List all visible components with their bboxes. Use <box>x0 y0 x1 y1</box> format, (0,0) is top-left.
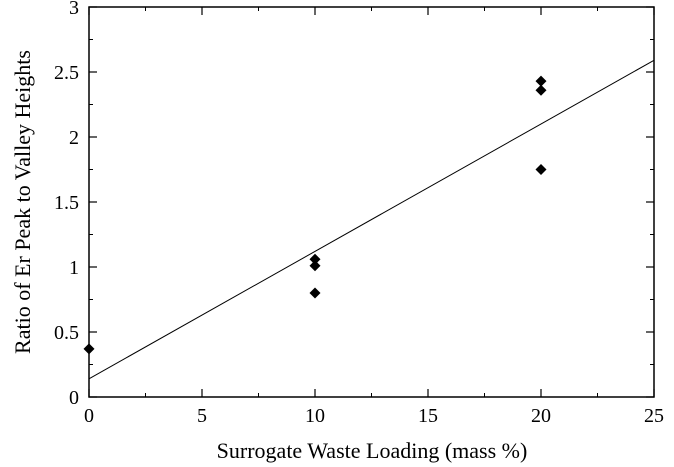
plot-frame <box>88 6 655 398</box>
y-tick-label: 1.5 <box>54 192 79 214</box>
axis-ticks: 0 5 10 15 20 25 0 0.5 1 1.5 2 2.5 3 <box>54 0 664 427</box>
x-axis-label: Surrogate Waste Loading (mass %) <box>217 438 528 463</box>
y-tick-label: 3 <box>69 0 79 19</box>
y-tick-label: 0.5 <box>54 322 79 344</box>
y-axis-label: Ratio of Er Peak to Valley Heights <box>10 50 35 354</box>
data-point <box>83 343 95 355</box>
data-point <box>535 164 547 175</box>
x-tick-label: 20 <box>531 405 551 427</box>
x-tick-label: 10 <box>305 405 325 427</box>
data-point <box>309 253 321 265</box>
data-marks <box>83 59 655 380</box>
data-point <box>309 260 321 272</box>
data-point <box>309 287 321 299</box>
data-point <box>535 84 547 96</box>
trend-line <box>88 59 655 380</box>
plot-area <box>88 6 655 398</box>
x-tick-label: 0 <box>84 405 94 427</box>
y-tick-label: 0 <box>69 387 79 409</box>
y-tick-label: 2 <box>69 127 79 149</box>
x-tick-label: 5 <box>197 405 207 427</box>
x-tick-label: 25 <box>644 405 664 427</box>
y-tick-label: 1 <box>69 257 79 279</box>
data-point <box>535 75 547 87</box>
y-tick-label: 2.5 <box>54 62 79 84</box>
x-tick-label: 15 <box>418 405 438 427</box>
